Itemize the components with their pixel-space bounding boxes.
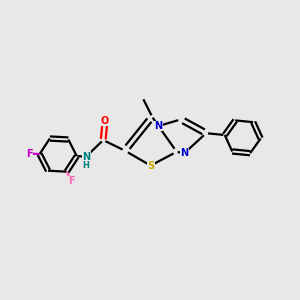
Text: F: F <box>26 148 32 158</box>
Text: N: N <box>180 148 188 158</box>
Text: S: S <box>147 160 154 171</box>
Text: O: O <box>101 116 109 126</box>
Text: N: N <box>82 152 90 162</box>
Text: N: N <box>154 121 163 131</box>
Text: H: H <box>83 160 89 169</box>
Text: F: F <box>68 176 75 186</box>
